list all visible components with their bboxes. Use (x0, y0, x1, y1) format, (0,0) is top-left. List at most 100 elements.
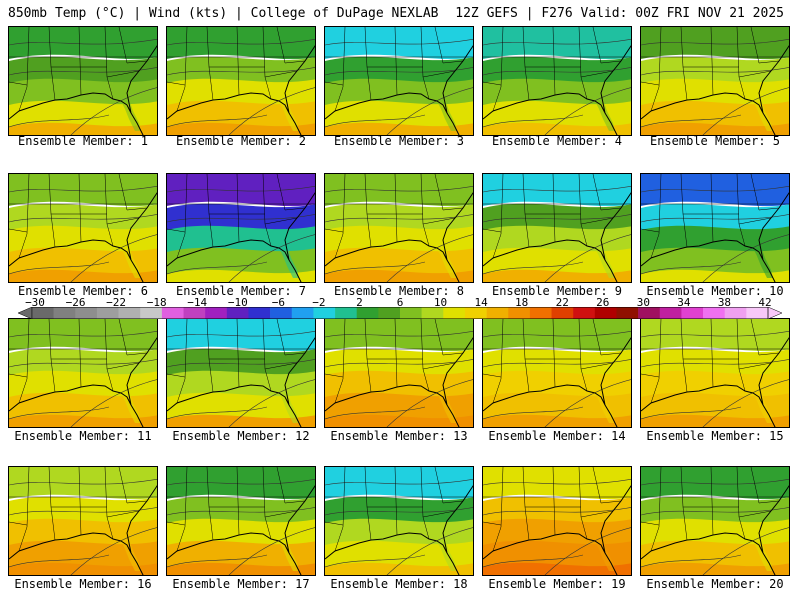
florida-shading (437, 99, 457, 131)
state-border (492, 467, 504, 552)
state-border (236, 174, 240, 243)
state-border (422, 70, 456, 78)
coastline (325, 45, 473, 135)
temperature-band (9, 27, 157, 60)
colorbar-swatch (32, 307, 54, 319)
wind-streamline (702, 87, 789, 135)
state-border (641, 81, 660, 86)
state-border (650, 319, 662, 404)
wind-streamline (641, 507, 789, 516)
florida-shading (121, 539, 141, 571)
state-border (176, 174, 188, 259)
wind-streamline (325, 261, 426, 275)
colorbar-swatch (573, 307, 596, 319)
coastline (167, 192, 315, 282)
coastline (325, 192, 473, 282)
colorbar-tick-label: 18 (515, 296, 529, 309)
wind-streamline (167, 185, 315, 193)
temperature-band (325, 414, 473, 427)
state-border (434, 319, 464, 356)
wind-streamline (325, 554, 426, 568)
colorbar-tick-label: 30 (636, 296, 650, 309)
colorbar-tick-label: 42 (758, 296, 772, 309)
colorbar-swatch (378, 307, 401, 319)
florida-shading (595, 246, 615, 278)
wind-streamline (167, 67, 315, 76)
state-border (78, 319, 82, 388)
florida-shading (279, 246, 299, 278)
ensemble-member-label: Ensemble Member: 8 (333, 284, 465, 298)
temperature-band (9, 269, 157, 282)
wind-streamline (9, 330, 157, 338)
colorbar-swatch (421, 307, 444, 319)
state-border (710, 467, 714, 536)
temperature-band (167, 562, 315, 575)
temperature-map (8, 26, 158, 136)
wind-streamline (70, 87, 157, 135)
wind-streamline (641, 214, 789, 223)
ensemble-member-label: Ensemble Member: 16 (14, 577, 152, 591)
temperature-band (641, 562, 789, 575)
wind-streamline (9, 359, 157, 368)
coastline (167, 485, 315, 575)
wind-streamline (9, 554, 110, 568)
state-border (580, 362, 614, 370)
temperature-band (167, 319, 315, 352)
colorbar-tick-label: 2 (356, 296, 363, 309)
state-border (78, 467, 82, 536)
wind-streamline (641, 554, 742, 568)
temperature-band (641, 319, 789, 352)
wind-streamline (9, 114, 110, 128)
state-border (750, 174, 780, 211)
temperature-band (483, 174, 631, 207)
wind-streamline (167, 359, 315, 368)
ensemble-member-label: Ensemble Member: 7 (175, 284, 307, 298)
state-border (325, 81, 344, 86)
colorbar-swatch (96, 307, 119, 319)
state-border (236, 467, 240, 536)
state-border (276, 174, 306, 211)
wind-streamline (228, 87, 315, 135)
ensemble-member-label: Ensemble Member: 12 (172, 429, 310, 443)
ensemble-member-label: Ensemble Member: 3 (333, 134, 465, 148)
florida-shading (595, 391, 615, 423)
temperature-colorbar (18, 307, 782, 319)
wind-streamline (483, 261, 584, 275)
temperature-map (166, 173, 316, 283)
colorbar-swatch (681, 307, 704, 319)
state-border (592, 319, 622, 356)
temperature-band (483, 467, 631, 500)
colorbar-tick-label: 6 (396, 296, 404, 309)
wind-streamline (9, 185, 157, 193)
wind-streamline (483, 478, 631, 486)
temperature-band (167, 27, 315, 60)
wind-streamline (167, 507, 315, 516)
temperature-map (482, 26, 632, 136)
wind-streamline (167, 406, 268, 420)
temperature-map (324, 318, 474, 428)
colorbar-swatch (291, 307, 314, 319)
temperature-band (483, 319, 631, 352)
state-border (325, 228, 344, 233)
state-border (483, 228, 502, 233)
state-border (650, 174, 662, 259)
state-border (483, 373, 502, 378)
colorbar-swatch (205, 307, 228, 319)
wind-streamline (483, 507, 631, 516)
temperature-band (325, 174, 473, 207)
wind-streamline (325, 185, 473, 193)
state-border (106, 70, 140, 78)
ensemble-member-label: Ensemble Member: 2 (175, 134, 307, 148)
state-border (552, 319, 556, 388)
ensemble-member-label: Ensemble Member: 11 (14, 429, 152, 443)
colorbar-swatch (53, 307, 76, 319)
colorbar-tick-label: 14 (474, 296, 488, 309)
state-border (710, 27, 714, 96)
state-border (394, 319, 398, 388)
state-border (334, 174, 346, 259)
colorbar-tick-label: −18 (146, 296, 167, 309)
colorbar-swatch (486, 307, 509, 319)
temperature-map (324, 26, 474, 136)
state-border (18, 319, 30, 404)
florida-shading (437, 539, 457, 571)
